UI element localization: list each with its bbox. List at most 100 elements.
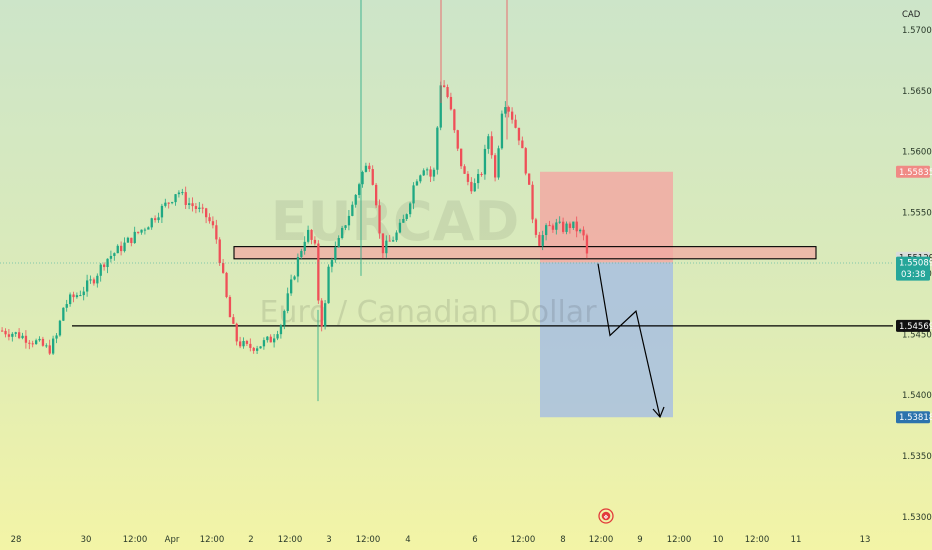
candle [548, 220, 551, 227]
x-tick-label: 12:00 [123, 535, 148, 545]
candle-body [232, 317, 235, 324]
y-tick-label: 1.54000 [902, 391, 932, 401]
candle-body [310, 229, 313, 240]
x-tick-label: 9 [637, 535, 642, 545]
candle [235, 322, 238, 346]
countdown-text: 03:38 [901, 270, 926, 280]
candle-body [402, 218, 405, 223]
candle [487, 133, 490, 154]
candle-body [89, 279, 92, 281]
economic-event-icon[interactable]: ❖ [598, 508, 614, 524]
candle [262, 337, 266, 350]
currency-label[interactable]: CAD [902, 10, 921, 20]
projection-arrowhead [652, 406, 665, 419]
candle-body [177, 192, 181, 195]
x-tick-label: 4 [405, 535, 410, 545]
candle [351, 201, 354, 217]
candle [466, 171, 470, 186]
candle-body [487, 136, 490, 149]
x-tick-label: 6 [472, 535, 477, 545]
candle [113, 252, 116, 261]
candle-body [140, 229, 143, 233]
candle [239, 336, 242, 349]
y-tick-label: 1.53000 [902, 513, 932, 523]
candle [361, 170, 364, 188]
candle [412, 182, 415, 210]
candle-body [133, 231, 136, 244]
candle [194, 203, 198, 214]
candle-body [341, 227, 344, 239]
candle-body [327, 266, 330, 304]
candle-body [160, 205, 164, 218]
candle-body [300, 250, 303, 258]
candle-body [62, 307, 65, 321]
x-tick-label: 11 [791, 535, 802, 545]
candle [92, 277, 96, 286]
candle-body [371, 169, 374, 185]
candle [531, 181, 534, 224]
candle-body [181, 192, 184, 194]
candle-body [480, 173, 483, 175]
candle-body [296, 257, 300, 277]
x-tick-label: 10 [713, 535, 724, 545]
candle [137, 231, 140, 235]
candle [470, 177, 473, 194]
candle [392, 236, 395, 242]
candle-body [511, 111, 514, 120]
candle [208, 213, 211, 224]
x-tick-label: 12:00 [589, 535, 614, 545]
candle-body [303, 241, 306, 251]
candle-body [324, 303, 327, 327]
candle [290, 274, 293, 296]
watermark-name: Euro / Canadian Dollar [259, 295, 597, 330]
last-price-tag[interactable] [896, 256, 930, 281]
candle-body [106, 258, 109, 268]
candle-body [504, 107, 507, 114]
candle [140, 229, 143, 235]
candle [534, 217, 538, 238]
candle-body [568, 223, 572, 229]
y-tick-label: 1.57000 [902, 26, 932, 36]
candle-body [483, 148, 487, 175]
candle-body [585, 235, 589, 254]
stop-price-tag[interactable] [896, 165, 930, 178]
candle-body [524, 148, 527, 174]
resistance-zone-box[interactable] [233, 246, 817, 260]
candle [177, 190, 181, 198]
candle [41, 336, 45, 347]
candle-body [249, 343, 252, 348]
candle [286, 287, 289, 314]
support-price-tag[interactable] [896, 319, 930, 332]
candle [181, 188, 184, 196]
candle-body [174, 194, 177, 203]
candle [344, 225, 347, 231]
candle-body [239, 341, 242, 347]
projection-path[interactable] [597, 263, 661, 418]
take-profit-zone[interactable] [540, 262, 673, 418]
candle [65, 299, 68, 312]
candle [538, 231, 541, 247]
candle-body [347, 215, 351, 226]
candle [38, 336, 41, 342]
candle [575, 216, 578, 238]
candle-body [334, 247, 337, 261]
candle [14, 331, 17, 337]
candle-body [507, 107, 510, 112]
candle-body [419, 175, 422, 182]
candle-body [184, 192, 187, 205]
candle [7, 328, 11, 341]
y-tick-label: 1.53500 [902, 452, 932, 462]
candle [378, 199, 381, 239]
candle-body [109, 255, 113, 259]
target-price-tag[interactable] [896, 411, 930, 424]
candle-body [375, 184, 378, 206]
candle [228, 295, 232, 318]
candle-body [572, 221, 575, 229]
candle [269, 334, 272, 343]
candle [300, 248, 303, 260]
candle [205, 207, 208, 224]
x-tick-label: 12:00 [278, 535, 303, 545]
candle [106, 258, 109, 274]
